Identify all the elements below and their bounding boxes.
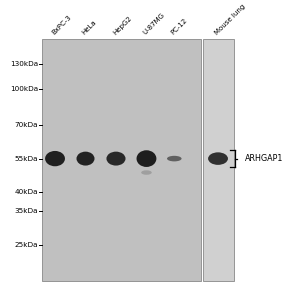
Text: 25kDa: 25kDa <box>14 242 38 248</box>
Bar <box>42 39 201 281</box>
Ellipse shape <box>106 152 125 166</box>
Text: Mouse lung: Mouse lung <box>214 3 247 36</box>
Text: BxPC-3: BxPC-3 <box>51 14 73 36</box>
Text: 35kDa: 35kDa <box>14 208 38 214</box>
Text: HepG2: HepG2 <box>112 15 133 36</box>
Ellipse shape <box>77 152 94 166</box>
Text: HeLa: HeLa <box>81 19 98 36</box>
Ellipse shape <box>137 150 156 167</box>
Text: 130kDa: 130kDa <box>10 61 38 67</box>
Text: U-87MG: U-87MG <box>142 12 166 36</box>
Text: 55kDa: 55kDa <box>14 156 38 162</box>
Text: 100kDa: 100kDa <box>10 86 38 92</box>
Ellipse shape <box>45 151 65 166</box>
Ellipse shape <box>167 156 182 161</box>
Text: 70kDa: 70kDa <box>14 122 38 128</box>
Text: ARHGAP1: ARHGAP1 <box>245 154 283 163</box>
Ellipse shape <box>208 152 228 165</box>
Text: PC-12: PC-12 <box>170 17 189 36</box>
Ellipse shape <box>141 170 152 175</box>
Text: 40kDa: 40kDa <box>14 189 38 195</box>
Bar <box>203 39 234 281</box>
